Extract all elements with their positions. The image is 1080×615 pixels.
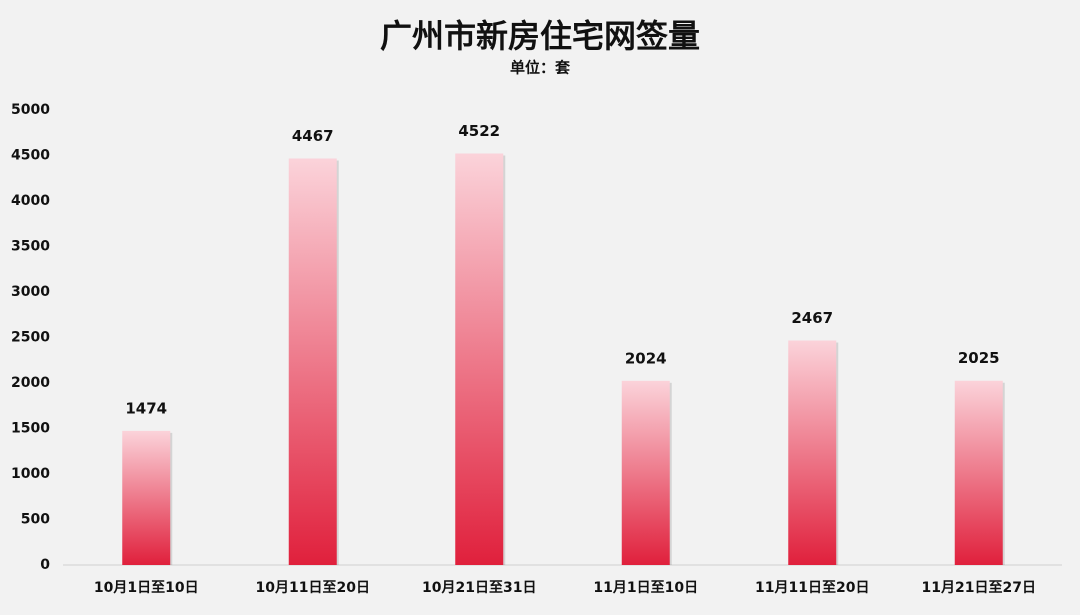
y-tick-label: 1000 (11, 466, 50, 482)
data-label: 2467 (791, 309, 833, 327)
x-tick-label: 11月21日至27日 (922, 580, 1036, 596)
y-tick-label: 4500 (11, 148, 50, 164)
x-tick-label: 10月11日至20日 (256, 580, 370, 596)
y-tick-label: 0 (40, 557, 50, 573)
y-tick-label: 4000 (11, 193, 50, 209)
y-tick-label: 3000 (11, 284, 50, 300)
x-tick-label: 11月1日至10日 (593, 580, 698, 596)
data-label: 4522 (458, 122, 500, 140)
data-label: 2024 (625, 349, 667, 367)
x-tick-label: 10月21日至31日 (422, 580, 536, 596)
x-tick-label: 10月1日至10日 (94, 580, 199, 596)
bar (288, 158, 337, 566)
x-tick-label: 11月11日至20日 (755, 580, 869, 596)
y-tick-label: 3500 (11, 239, 50, 255)
data-label: 1474 (125, 399, 167, 417)
y-tick-label: 5000 (11, 102, 50, 118)
y-tick-label: 500 (21, 512, 50, 528)
bar (122, 430, 171, 565)
bar (455, 153, 504, 566)
chart-subtitle: 单位：套 (510, 59, 571, 77)
chart-title: 广州市新房住宅网签量 (380, 17, 700, 55)
data-label: 2025 (958, 349, 1000, 367)
bar (621, 380, 670, 565)
y-tick-label: 1500 (11, 421, 50, 437)
bar (954, 380, 1003, 565)
y-tick-label: 2000 (11, 375, 50, 391)
y-tick-label: 2500 (11, 330, 50, 346)
bar (788, 340, 837, 565)
data-label: 4467 (292, 127, 334, 145)
